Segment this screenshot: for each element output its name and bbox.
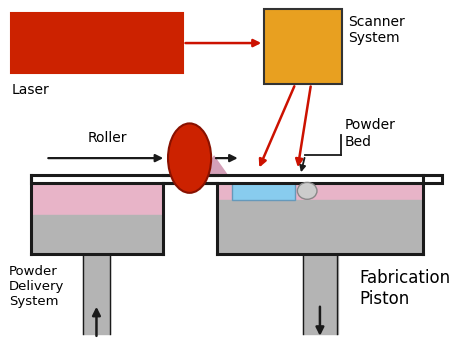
- Bar: [303, 254, 337, 334]
- Text: System: System: [348, 31, 400, 45]
- Bar: [83, 254, 110, 334]
- Bar: [219, 200, 421, 254]
- Ellipse shape: [168, 124, 211, 193]
- Text: Powder
Delivery
System: Powder Delivery System: [9, 265, 64, 308]
- Bar: [31, 183, 163, 215]
- Text: Powder
Bed: Powder Bed: [345, 118, 395, 149]
- Bar: [33, 215, 161, 254]
- Bar: [217, 183, 423, 200]
- Text: Scanner: Scanner: [348, 15, 405, 29]
- Bar: [264, 9, 343, 84]
- Polygon shape: [194, 155, 234, 183]
- Text: Laser: Laser: [11, 83, 49, 97]
- Text: Roller: Roller: [88, 131, 127, 145]
- Bar: [31, 175, 442, 183]
- Text: Fabrication
Piston: Fabrication Piston: [359, 269, 450, 308]
- Ellipse shape: [297, 182, 317, 199]
- Bar: [232, 183, 295, 200]
- Bar: [11, 13, 182, 73]
